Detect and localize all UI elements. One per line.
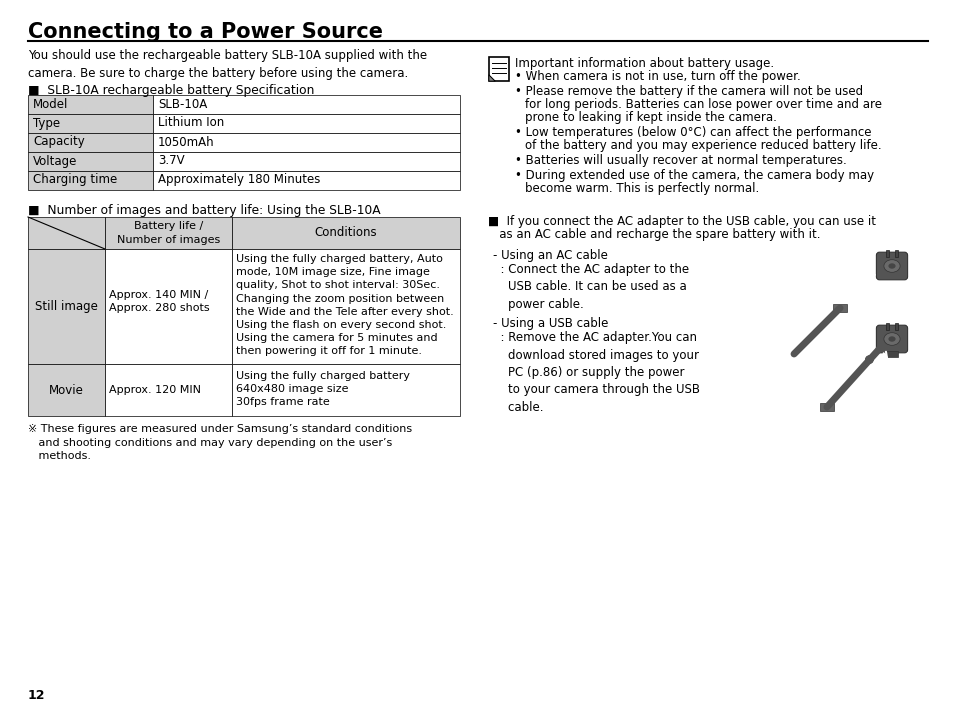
Bar	[28, 217, 105, 249]
Text: Using the fully charged battery, Auto
mode, 10M image size, Fine image
quality, : Using the fully charged battery, Auto mo…	[235, 254, 454, 356]
Bar	[28, 95, 152, 114]
Ellipse shape	[864, 356, 873, 364]
Text: become warm. This is perfectly normal.: become warm. This is perfectly normal.	[524, 182, 759, 195]
Text: Using the fully charged battery
640x480 image size
30fps frame rate: Using the fully charged battery 640x480 …	[235, 371, 410, 408]
Ellipse shape	[887, 264, 895, 269]
Text: 3.7V: 3.7V	[158, 155, 185, 168]
Bar	[232, 217, 459, 249]
Text: 12: 12	[28, 689, 46, 702]
Text: Approximately 180 Minutes: Approximately 180 Minutes	[158, 174, 320, 186]
Text: : Connect the AC adapter to the
    USB cable. It can be used as a
    power cab: : Connect the AC adapter to the USB cabl…	[493, 263, 688, 311]
Bar	[28, 114, 152, 133]
Bar	[894, 323, 898, 330]
Text: Movie: Movie	[49, 384, 84, 397]
Text: • Please remove the battery if the camera will not be used: • Please remove the battery if the camer…	[515, 85, 862, 98]
Bar	[28, 171, 152, 190]
Text: Charging time: Charging time	[33, 174, 117, 186]
Text: SLB-10A: SLB-10A	[158, 97, 207, 110]
Ellipse shape	[883, 260, 900, 272]
Bar	[884, 250, 888, 257]
Text: Still image: Still image	[35, 300, 98, 313]
FancyBboxPatch shape	[876, 325, 906, 353]
Bar	[152, 171, 459, 190]
Bar	[152, 114, 459, 133]
Text: Capacity: Capacity	[33, 135, 85, 148]
Text: : Remove the AC adapter.You can
    download stored images to your
    PC (p.86): : Remove the AC adapter.You can download…	[493, 331, 700, 414]
Bar	[894, 250, 898, 257]
Bar	[28, 249, 105, 364]
Bar	[152, 152, 459, 171]
Text: Model: Model	[33, 97, 69, 110]
Bar	[28, 133, 152, 152]
Bar	[885, 351, 897, 357]
Polygon shape	[489, 75, 495, 81]
Text: • During extended use of the camera, the camera body may: • During extended use of the camera, the…	[515, 169, 873, 182]
Bar	[152, 133, 459, 152]
FancyBboxPatch shape	[489, 57, 509, 81]
Text: Connecting to a Power Source: Connecting to a Power Source	[28, 22, 382, 42]
Text: - Using an AC cable: - Using an AC cable	[493, 249, 607, 262]
Bar	[232, 249, 459, 364]
Text: Battery life /
Number of images: Battery life / Number of images	[117, 222, 220, 245]
Bar	[152, 95, 459, 114]
Text: of the battery and you may experience reduced battery life.: of the battery and you may experience re…	[524, 139, 881, 152]
Text: 1050mAh: 1050mAh	[158, 135, 214, 148]
Bar	[105, 217, 232, 249]
Text: ■  Number of images and battery life: Using the SLB-10A: ■ Number of images and battery life: Usi…	[28, 204, 380, 217]
Text: ※ These figures are measured under Samsung’s standard conditions
   and shooting: ※ These figures are measured under Samsu…	[28, 424, 412, 462]
Bar	[105, 249, 232, 364]
Text: Conditions: Conditions	[314, 227, 377, 240]
Ellipse shape	[883, 333, 900, 346]
Text: Voltage: Voltage	[33, 155, 77, 168]
Text: • When camera is not in use, turn off the power.: • When camera is not in use, turn off th…	[515, 70, 800, 83]
Text: for long periods. Batteries can lose power over time and are: for long periods. Batteries can lose pow…	[524, 98, 882, 111]
FancyBboxPatch shape	[876, 252, 906, 280]
Text: - Using a USB cable: - Using a USB cable	[493, 317, 608, 330]
Bar	[820, 403, 833, 411]
Ellipse shape	[887, 336, 895, 342]
Text: Lithium Ion: Lithium Ion	[158, 117, 224, 130]
Bar	[832, 304, 846, 312]
Bar	[232, 364, 459, 416]
Text: ■  If you connect the AC adapter to the USB cable, you can use it: ■ If you connect the AC adapter to the U…	[488, 215, 875, 228]
Text: Approx. 120 MIN: Approx. 120 MIN	[109, 385, 201, 395]
Text: ■  SLB-10A rechargeable battery Specification: ■ SLB-10A rechargeable battery Specifica…	[28, 84, 314, 97]
Bar	[884, 323, 888, 330]
Bar	[28, 364, 105, 416]
Text: Type: Type	[33, 117, 60, 130]
Text: • Low temperatures (below 0°C) can affect the performance: • Low temperatures (below 0°C) can affec…	[515, 126, 871, 139]
Text: prone to leaking if kept inside the camera.: prone to leaking if kept inside the came…	[524, 111, 776, 124]
Text: You should use the rechargeable battery SLB-10A supplied with the
camera. Be sur: You should use the rechargeable battery …	[28, 49, 427, 80]
Text: Approx. 140 MIN /
Approx. 280 shots: Approx. 140 MIN / Approx. 280 shots	[109, 290, 210, 313]
Text: as an AC cable and recharge the spare battery with it.: as an AC cable and recharge the spare ba…	[488, 228, 820, 241]
Bar	[105, 364, 232, 416]
Text: Important information about battery usage.: Important information about battery usag…	[515, 57, 773, 70]
Bar	[28, 152, 152, 171]
Text: • Batteries will usually recover at normal temperatures.: • Batteries will usually recover at norm…	[515, 154, 846, 167]
